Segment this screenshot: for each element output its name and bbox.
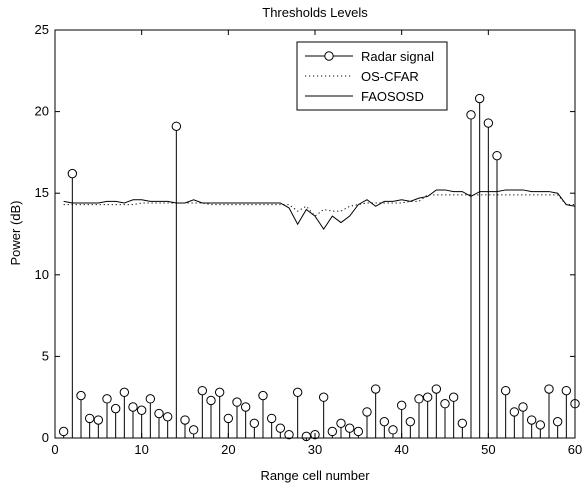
stem-marker bbox=[492, 150, 502, 161]
stem-marker bbox=[67, 168, 78, 179]
stem-marker bbox=[154, 408, 164, 419]
series-radar-signal bbox=[58, 93, 580, 442]
stem-marker bbox=[240, 402, 251, 412]
stem-marker bbox=[448, 392, 459, 402]
x-axis-ticks: 0 10 20 30 40 50 60 bbox=[51, 30, 582, 457]
stem-marker bbox=[544, 384, 554, 394]
stem-marker bbox=[301, 431, 312, 442]
stem-marker bbox=[136, 405, 147, 415]
stem-marker bbox=[292, 387, 303, 398]
legend-marker bbox=[324, 51, 334, 61]
stem-marker bbox=[232, 397, 242, 407]
stem-marker bbox=[561, 385, 572, 396]
stem-marker bbox=[509, 407, 520, 417]
stem-marker bbox=[145, 394, 156, 404]
stem-marker bbox=[500, 385, 511, 396]
stem-marker bbox=[223, 413, 234, 424]
legend-item: FAOSOSD bbox=[305, 89, 424, 104]
series-os-cfar bbox=[63, 194, 575, 217]
stem-marker bbox=[188, 425, 199, 435]
x-tick-label: 50 bbox=[481, 442, 495, 457]
x-tick-label: 10 bbox=[134, 442, 148, 457]
stem-marker bbox=[275, 423, 286, 433]
x-axis-title: Range cell number bbox=[260, 468, 370, 483]
stem-marker bbox=[110, 403, 121, 414]
y-axis-ticks: 0 5 10 15 20 25 bbox=[35, 22, 575, 445]
stem-marker bbox=[171, 121, 182, 131]
stem-marker bbox=[336, 418, 346, 429]
legend-label: OS-CFAR bbox=[361, 69, 419, 84]
chart-title: Thresholds Levels bbox=[262, 5, 368, 20]
x-tick-label: 60 bbox=[568, 442, 582, 457]
stem-marker bbox=[128, 402, 138, 412]
stem-marker bbox=[266, 413, 277, 424]
y-tick-label: 0 bbox=[42, 430, 49, 445]
y-tick-label: 10 bbox=[35, 267, 49, 282]
stem-marker bbox=[353, 426, 364, 437]
legend: Radar signal OS-CFAR FAOSOSD bbox=[296, 41, 448, 111]
stem-marker bbox=[535, 420, 546, 430]
stem-marker bbox=[197, 385, 208, 396]
series-line bbox=[63, 189, 576, 231]
stem-marker bbox=[388, 425, 398, 435]
stem-marker bbox=[379, 416, 390, 427]
y-tick-label: 5 bbox=[42, 348, 49, 363]
series-faososd bbox=[63, 189, 576, 231]
stem-marker bbox=[318, 392, 329, 402]
stem-marker bbox=[93, 415, 104, 425]
stem-marker bbox=[162, 412, 173, 422]
legend-item: Radar signal bbox=[305, 49, 434, 64]
stem-marker bbox=[344, 423, 355, 433]
legend-label: Radar signal bbox=[361, 49, 434, 64]
stem-marker bbox=[76, 390, 86, 401]
stem-marker bbox=[206, 395, 216, 406]
y-tick-label: 25 bbox=[35, 22, 49, 37]
stem-marker bbox=[258, 390, 268, 401]
stem-marker bbox=[284, 430, 294, 440]
y-tick-label: 20 bbox=[35, 104, 49, 119]
stem-marker bbox=[466, 110, 476, 120]
stem-marker bbox=[310, 430, 320, 440]
y-axis-title: Power (dB) bbox=[8, 200, 23, 265]
stem-marker bbox=[102, 394, 112, 404]
x-tick-label: 20 bbox=[221, 442, 235, 457]
y-tick-label: 15 bbox=[35, 185, 49, 200]
stem-marker bbox=[180, 415, 190, 425]
stem-marker bbox=[249, 418, 260, 429]
stem-marker bbox=[84, 413, 95, 424]
stem-marker bbox=[518, 402, 528, 412]
plot-area bbox=[58, 93, 580, 442]
stem-marker bbox=[483, 118, 494, 128]
series-line bbox=[63, 194, 575, 217]
stem-marker bbox=[422, 392, 433, 402]
stem-marker bbox=[362, 407, 372, 417]
x-tick-label: 30 bbox=[308, 442, 322, 457]
stem-marker bbox=[119, 387, 130, 398]
legend-item: OS-CFAR bbox=[305, 69, 419, 84]
stem-marker bbox=[405, 416, 416, 427]
stem-marker bbox=[474, 93, 485, 104]
legend-label: FAOSOSD bbox=[361, 89, 424, 104]
stem-marker bbox=[396, 400, 407, 411]
stem-marker bbox=[431, 384, 442, 394]
x-tick-label: 40 bbox=[394, 442, 408, 457]
stem-marker bbox=[457, 418, 468, 429]
stem-marker bbox=[370, 384, 381, 394]
stem-marker bbox=[440, 399, 450, 409]
stem-marker bbox=[552, 416, 563, 427]
x-tick-label: 0 bbox=[51, 442, 58, 457]
stem-marker bbox=[526, 415, 537, 425]
stem-marker bbox=[214, 387, 225, 398]
stem-marker bbox=[58, 426, 69, 437]
stem-marker bbox=[414, 394, 424, 404]
stem-marker bbox=[327, 426, 338, 437]
